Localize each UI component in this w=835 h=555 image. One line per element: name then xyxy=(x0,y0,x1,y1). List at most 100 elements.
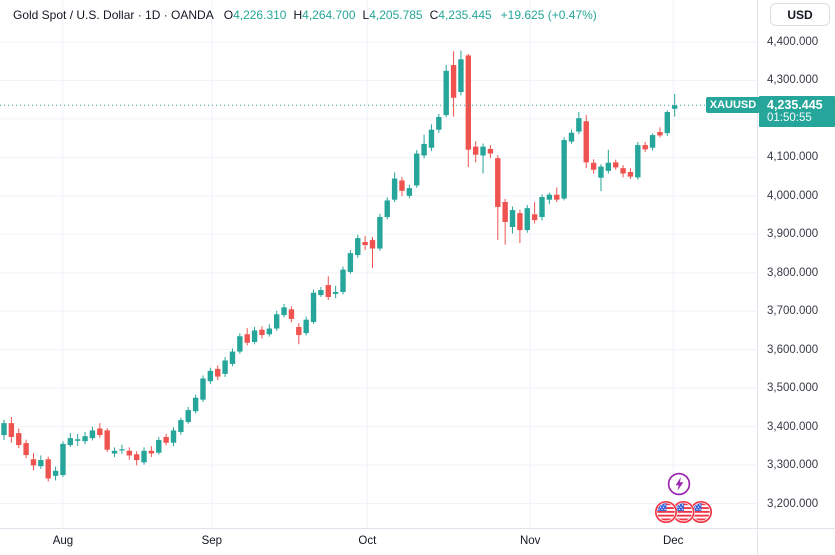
price-axis-label: 3,900.000 xyxy=(767,228,819,241)
time-axis-label-sep: Sep xyxy=(201,535,223,547)
candle-body xyxy=(192,397,199,412)
candle-body xyxy=(38,460,44,467)
candle-body xyxy=(450,65,457,98)
candle-body xyxy=(355,238,361,256)
time-axis-label-aug: Aug xyxy=(52,535,74,547)
candle-body xyxy=(576,118,582,132)
price-axis-label: 3,400.000 xyxy=(767,420,819,433)
candle-body xyxy=(436,116,442,130)
candle-body xyxy=(185,410,191,422)
low-label: L xyxy=(362,8,370,22)
candle-body xyxy=(458,59,464,92)
close-label: C xyxy=(429,8,439,22)
candle-body xyxy=(97,428,103,436)
candle-body xyxy=(119,449,125,451)
candle-body xyxy=(428,129,435,148)
candle-body xyxy=(568,132,575,142)
price-axis[interactable]: USD 4,400.000 4,300.000 4,100.000 4,000.000… xyxy=(757,0,835,528)
candle-body xyxy=(16,433,22,446)
candle-body xyxy=(635,145,641,178)
candle-body xyxy=(163,436,169,443)
candle-body xyxy=(598,166,604,178)
open-label: O xyxy=(223,8,234,22)
candle-body xyxy=(340,269,346,292)
candle-body xyxy=(60,443,66,476)
candle-body xyxy=(148,450,155,454)
candle-body xyxy=(605,162,612,171)
currency-unit-button[interactable]: USD xyxy=(770,3,830,26)
candle-body xyxy=(384,200,390,217)
time-axis-label-oct: Oct xyxy=(358,535,377,547)
candle-body xyxy=(229,351,236,364)
candle-body xyxy=(421,143,427,156)
candle-body xyxy=(509,210,516,227)
candle-body xyxy=(237,336,243,352)
price-axis-label: 4,100.000 xyxy=(767,151,819,164)
us-economic-events-flag-icons[interactable] xyxy=(653,499,715,525)
high-label: H xyxy=(293,8,303,22)
candle-body xyxy=(664,111,670,134)
candle-body xyxy=(487,148,494,154)
price-axis-label: 3,600.000 xyxy=(767,343,819,356)
price-axis-label: 4,400.000 xyxy=(767,36,819,48)
bar-countdown-timer: 01:50:55 xyxy=(767,111,812,124)
candle-body xyxy=(671,105,678,109)
candle-body xyxy=(111,450,118,454)
candle-body xyxy=(524,208,530,231)
candle-body xyxy=(126,450,132,456)
candle-body xyxy=(30,459,37,466)
low-value: 4,205.785 xyxy=(369,8,423,22)
candle-body xyxy=(8,423,15,437)
candle-body xyxy=(1,423,7,436)
candle-body xyxy=(75,439,81,441)
candle-body xyxy=(613,162,619,168)
candle-body xyxy=(251,330,258,342)
candle-body xyxy=(310,292,317,322)
price-axis-label: 3,200.000 xyxy=(767,497,819,510)
candle-body xyxy=(178,420,184,432)
candle-body xyxy=(583,121,589,163)
candle-body xyxy=(406,188,413,196)
last-price-badge: 4,235.445 01:50:55 xyxy=(759,95,835,127)
candle-body xyxy=(200,378,206,400)
candle-body xyxy=(89,430,96,439)
candle-body xyxy=(657,131,663,136)
candle-body xyxy=(325,285,331,297)
ohlc-low: L4,205.785 xyxy=(363,8,423,22)
candle-body xyxy=(472,146,479,155)
time-axis[interactable]: Aug Sep Oct Nov Dec xyxy=(0,528,835,555)
candle-body xyxy=(531,214,538,221)
candlestick-chart[interactable] xyxy=(0,0,757,528)
earnings-event-lightning-icon[interactable] xyxy=(666,471,693,497)
candle-body xyxy=(391,178,398,200)
candle-body xyxy=(362,241,368,246)
symbol-title[interactable]: Gold Spot / U.S. Dollar · 1D · OANDA xyxy=(13,8,214,22)
candle-body xyxy=(141,450,147,463)
candle-body xyxy=(399,180,405,191)
candle-body xyxy=(281,307,287,316)
candle-body xyxy=(52,470,59,476)
price-axis-label: 3,800.000 xyxy=(767,266,819,279)
candle-body xyxy=(273,314,280,329)
candle-body xyxy=(443,70,449,116)
us-flag-icon[interactable] xyxy=(654,500,677,523)
price-axis-label: 4,300.000 xyxy=(767,74,819,87)
candle-body xyxy=(318,290,324,296)
candle-body xyxy=(23,443,29,456)
open-value: 4,226.310 xyxy=(233,8,287,22)
candle-body xyxy=(517,213,523,231)
chart-legend: Gold Spot / U.S. Dollar · 1D · OANDA O4,… xyxy=(13,8,597,22)
candle-body xyxy=(347,253,354,272)
price-change: +19.625 (+0.47%) xyxy=(500,8,597,22)
candle-body xyxy=(546,194,553,200)
close-value: 4,235.445 xyxy=(438,8,492,22)
candle-body xyxy=(627,171,634,177)
candle-body xyxy=(495,158,501,207)
candle-body xyxy=(590,162,597,170)
candle-body xyxy=(215,368,221,377)
candle-body xyxy=(207,370,214,382)
candle-body xyxy=(377,216,383,249)
price-axis-label: 3,500.000 xyxy=(767,382,819,395)
axis-corner xyxy=(757,529,835,555)
